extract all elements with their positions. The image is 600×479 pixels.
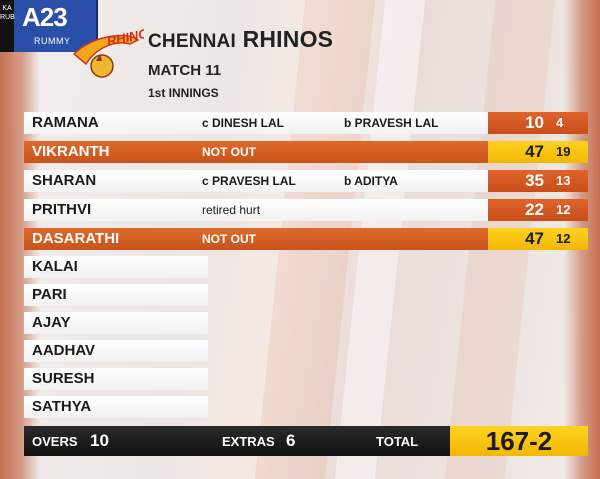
batting-row: PRITHVI retired hurt 22 12: [24, 199, 588, 221]
yet-to-bat-item: AJAY: [24, 312, 208, 334]
runs: 35: [525, 171, 544, 190]
dismissal-status: retired hurt: [202, 203, 261, 217]
dismissal-bowler: b PRAVESH LAL: [344, 116, 439, 130]
balls: 12: [556, 231, 571, 246]
overs-label: OVERS: [32, 434, 78, 449]
sponsor-logo-text: A23: [22, 2, 68, 32]
extras-value: 6: [286, 431, 296, 450]
yet-to-bat-item: PARI: [24, 284, 208, 306]
innings-label: 1st INNINGS: [148, 86, 219, 100]
team-city: CHENNAI: [148, 31, 236, 52]
runs: 47: [525, 142, 544, 161]
batter-name: AJAY: [32, 314, 71, 331]
team-nickname: RHINOS: [242, 26, 334, 52]
sponsor-logo-sub: RUMMY: [34, 36, 71, 46]
dismissal-catch: c DINESH LAL: [202, 116, 285, 130]
team-name: CHENNAI RHINOS: [148, 26, 333, 53]
batter-name: PARI: [32, 286, 67, 303]
score-box: 47 12: [488, 228, 588, 250]
innings-summary-bar: OVERS 10 EXTRAS 6 TOTAL: [24, 426, 450, 456]
total-score: 167-2: [450, 426, 588, 456]
batter-name: SATHYA: [32, 398, 92, 415]
batting-row: RAMANA c DINESH LAL b PRAVESH LAL 10 4: [24, 112, 588, 134]
score-box: 35 13: [488, 170, 588, 192]
balls: 12: [556, 202, 571, 217]
dismissal-bowler: b ADITYA: [344, 174, 398, 188]
batter-name: KALAI: [32, 258, 78, 275]
batter-name: DASARATHI: [32, 230, 120, 247]
balls: 19: [556, 144, 571, 159]
dismissal-status: NOT OUT: [202, 145, 256, 159]
match-number: MATCH 11: [148, 62, 222, 79]
batting-row: VIKRANTH NOT OUT 47 19: [24, 141, 588, 163]
yet-to-bat-item: SATHYA: [24, 396, 208, 418]
dismissal-status: NOT OUT: [202, 232, 256, 246]
team-logo: RHINOS: [72, 24, 144, 78]
yet-to-bat-item: AADHAV: [24, 340, 208, 362]
total-label: TOTAL: [376, 434, 419, 449]
batter-name: PRITHVI: [32, 201, 92, 218]
league-logo: KA RUB: [0, 0, 15, 52]
batter-name: AADHAV: [32, 342, 96, 359]
score-box: 47 19: [488, 141, 588, 163]
batter-name: SHARAN: [32, 172, 97, 189]
rhino-head-icon: [90, 54, 114, 78]
balls: 13: [556, 173, 571, 188]
balls: 4: [556, 115, 564, 130]
score-box: 10 4: [488, 112, 588, 134]
batter-name: RAMANA: [32, 114, 99, 131]
sponsor-logo: KA RUB A23 RUMMY: [0, 0, 98, 52]
score-box: 22 12: [488, 199, 588, 221]
yet-to-bat-item: KALAI: [24, 256, 208, 278]
runs: 22: [525, 200, 544, 219]
batting-row: SHARAN c PRAVESH LAL b ADITYA 35 13: [24, 170, 588, 192]
overs-value: 10: [90, 431, 109, 450]
dismissal-catch: c PRAVESH LAL: [202, 174, 296, 188]
batter-name: VIKRANTH: [32, 143, 110, 160]
runs: 10: [525, 113, 544, 132]
svg-text:RHINOS: RHINOS: [106, 24, 144, 49]
runs: 47: [525, 229, 544, 248]
yet-to-bat-item: SURESH: [24, 368, 208, 390]
batter-name: SURESH: [32, 370, 95, 387]
extras-label: EXTRAS: [222, 434, 275, 449]
batting-row: DASARATHI NOT OUT 47 12: [24, 228, 588, 250]
